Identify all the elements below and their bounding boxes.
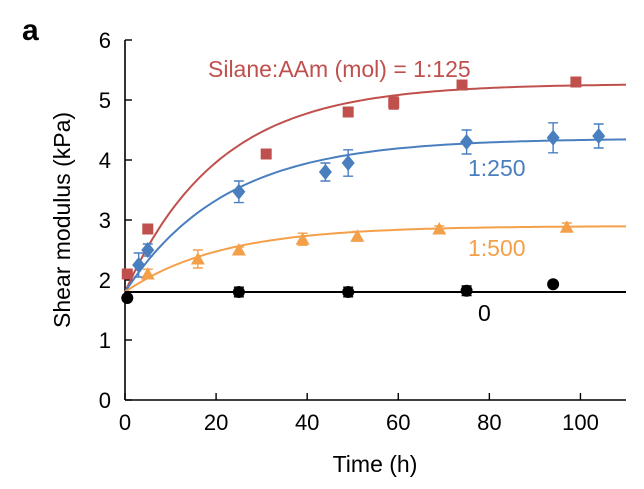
- series-label-0: 0: [478, 300, 491, 326]
- data-point: [142, 223, 154, 235]
- data-point: [456, 79, 468, 91]
- data-point: [141, 242, 155, 258]
- x-tick-label: 0: [119, 410, 131, 435]
- x-tick-label: 100: [562, 410, 599, 435]
- y-tick-label: 3: [99, 208, 111, 233]
- data-point: [388, 97, 400, 109]
- fit-curve-1: [124, 138, 627, 293]
- data-point: [341, 155, 355, 171]
- data-point: [260, 148, 272, 160]
- y-tick-label: 1: [99, 328, 111, 353]
- y-tick-label: 4: [99, 148, 111, 173]
- data-point: [460, 284, 473, 297]
- data-point: [318, 164, 332, 180]
- data-point: [547, 278, 560, 291]
- data-point: [121, 292, 134, 304]
- series-label-1-500: 1:500: [468, 235, 526, 261]
- data-point: [432, 222, 447, 235]
- y-tick-label: 6: [99, 28, 111, 53]
- data-point: [232, 183, 246, 200]
- y-tick-label: 5: [99, 88, 111, 113]
- error-bars: [133, 96, 604, 298]
- x-tick-label: 80: [477, 410, 501, 435]
- data-point: [350, 229, 365, 242]
- y-tick-label: 0: [99, 388, 111, 413]
- data-point: [140, 267, 155, 280]
- data-point: [460, 134, 474, 150]
- data-point: [546, 129, 560, 146]
- y-tick-label: 2: [99, 268, 111, 293]
- data-point: [342, 106, 354, 118]
- axis-ticks: 0 20 40 60 80 100 0 1 2 3 4 5 6: [99, 28, 599, 435]
- x-tick-label: 40: [295, 410, 319, 435]
- data-point: [121, 268, 133, 280]
- data-point: [190, 252, 205, 265]
- x-axis-title: Time (h): [333, 451, 418, 477]
- data-point: [592, 128, 606, 144]
- fit-curve-2: [124, 225, 626, 293]
- series-label-1-250: 1:250: [468, 155, 526, 181]
- data-point: [559, 220, 574, 233]
- fit-curves: [124, 83, 627, 293]
- data-markers: [121, 76, 606, 304]
- data-point: [342, 286, 355, 298]
- series-label-1-125: Silane:AAm (mol) = 1:125: [208, 56, 471, 82]
- fit-curve-0: [124, 83, 626, 293]
- axes: [124, 40, 626, 401]
- panel-label: a: [22, 14, 39, 47]
- data-point: [232, 286, 245, 298]
- data-point: [231, 243, 246, 256]
- x-tick-label: 60: [386, 410, 410, 435]
- data-point: [295, 232, 310, 245]
- data-point: [570, 76, 582, 88]
- y-axis-title: Shear modulus (kPa): [49, 112, 75, 328]
- x-tick-label: 20: [204, 410, 228, 435]
- data-point: [132, 257, 146, 273]
